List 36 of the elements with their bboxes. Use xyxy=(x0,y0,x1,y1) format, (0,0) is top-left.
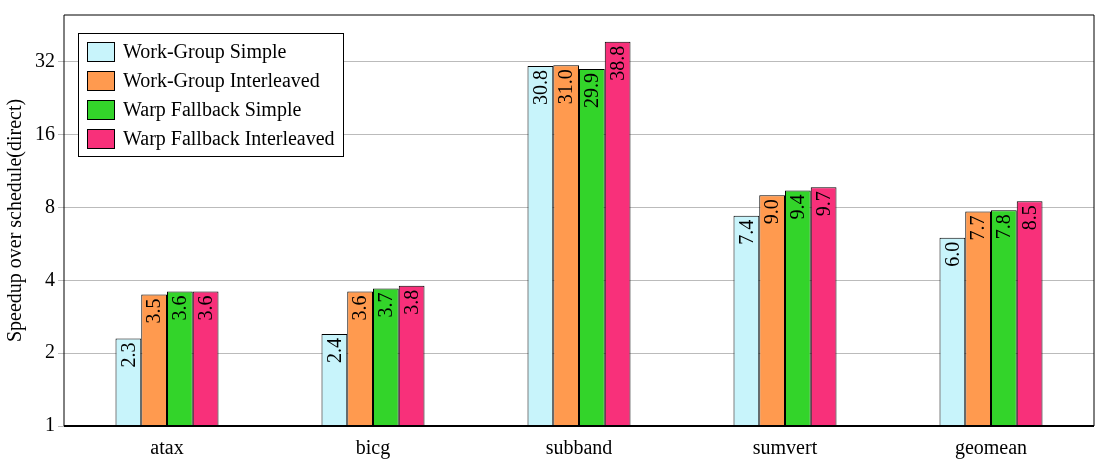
legend-label: Warp Fallback Interleaved xyxy=(123,126,335,152)
x-tick-label: atax xyxy=(150,436,184,459)
x-tick-label: geomean xyxy=(954,436,1028,460)
data-label: 38.8 xyxy=(605,45,628,81)
data-label: 3.8 xyxy=(399,289,422,315)
data-label: 9.7 xyxy=(811,191,834,217)
legend-label: Work-Group Interleaved xyxy=(123,68,320,94)
x-tick-label: subband xyxy=(545,436,613,459)
data-label: 3.6 xyxy=(168,295,191,321)
data-label: 9.0 xyxy=(760,199,783,225)
data-label: 3.5 xyxy=(142,298,165,324)
data-label: 8.5 xyxy=(1017,205,1040,231)
data-label: 6.0 xyxy=(940,241,963,267)
data-label: 31.0 xyxy=(554,69,577,105)
x-tick-label: sumvert xyxy=(752,436,818,459)
data-label: 7.8 xyxy=(992,214,1015,240)
data-label: 3.6 xyxy=(193,295,216,321)
data-label: 9.4 xyxy=(786,194,809,220)
data-label: 30.8 xyxy=(528,69,551,105)
y-tick-label: 8 xyxy=(45,194,55,217)
y-tick-label: 4 xyxy=(45,267,55,290)
data-label: 7.4 xyxy=(734,219,757,245)
y-tick-label: 1 xyxy=(45,413,55,436)
data-label: 2.3 xyxy=(116,342,139,368)
data-label: 29.9 xyxy=(580,73,603,109)
data-label: 2.4 xyxy=(322,338,345,364)
y-tick-label: 32 xyxy=(35,49,55,72)
data-label: 3.7 xyxy=(374,292,397,318)
y-tick-label: 16 xyxy=(35,121,55,144)
y-tick-label: 2 xyxy=(45,340,55,363)
legend-label: Warp Fallback Simple xyxy=(123,97,302,123)
legend-label: Work-Group Simple xyxy=(123,39,287,65)
x-tick-label: bicg xyxy=(355,436,391,460)
data-label: 7.7 xyxy=(966,215,989,241)
y-axis-title: Speedup over schedule(direct) xyxy=(3,98,27,343)
data-label: 3.6 xyxy=(348,295,371,321)
